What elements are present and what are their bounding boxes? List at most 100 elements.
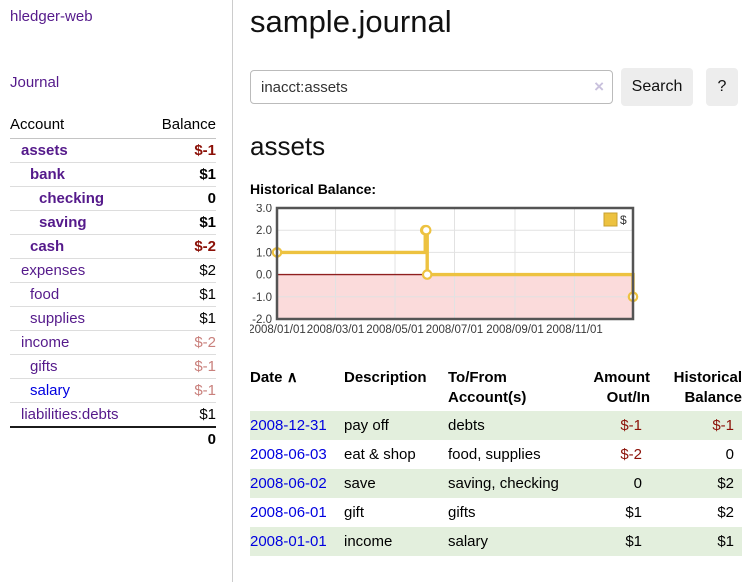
y-axis-tick-label: 1.0	[256, 247, 272, 259]
account-link[interactable]: food	[30, 286, 60, 303]
register-col-balance: Historical Balance	[673, 369, 742, 406]
app-brand-link[interactable]: hledger-web	[10, 8, 93, 25]
register-col-description: Description	[344, 369, 427, 386]
account-row: expenses $2	[10, 258, 216, 283]
account-heading: assets	[250, 131, 326, 161]
transaction-accounts: food, supplies	[448, 446, 541, 463]
y-axis-tick-label: 3.0	[256, 204, 272, 215]
help-button[interactable]: ?	[706, 68, 738, 106]
transaction-accounts: saving, checking	[448, 475, 559, 492]
transaction-date-link[interactable]: 2008-06-03	[250, 446, 327, 463]
account-link[interactable]: saving	[39, 214, 87, 231]
accounts-header-row: Account Balance	[10, 112, 216, 139]
account-link[interactable]: salary	[30, 382, 71, 399]
account-link[interactable]: cash	[30, 238, 65, 255]
account-link[interactable]: supplies	[30, 310, 86, 327]
register-col-amount: Amount Out/In	[593, 369, 650, 406]
account-row: checking 0	[10, 186, 216, 211]
transaction-date-link[interactable]: 2008-12-31	[250, 417, 327, 434]
account-link[interactable]: expenses	[21, 262, 86, 279]
account-row: assets $-1	[10, 138, 216, 163]
transaction-description: gift	[344, 504, 365, 521]
transaction-balance: 0	[725, 446, 734, 463]
register-col-accounts: To/From Account(s)	[448, 369, 527, 406]
accounts-col-account: Account	[10, 112, 148, 139]
x-axis-tick-label: 2008/05/01	[366, 324, 424, 336]
account-row: cash $-2	[10, 234, 216, 259]
accounts-body: assets $-1 bank $1 checking 0 saving $1 cash $-2 e…	[10, 138, 216, 451]
transaction-description: save	[344, 475, 376, 492]
search-button[interactable]: Search	[621, 68, 693, 106]
account-row: food $1	[10, 282, 216, 307]
transaction-amount: 0	[633, 475, 642, 492]
main-content: sample.journal × Search ? assets Histori…	[250, 0, 742, 556]
transaction-row: 2008-12-31 pay off debts $-1 $-1	[250, 411, 742, 440]
account-row: supplies $1	[10, 306, 216, 331]
transaction-balance: $2	[717, 475, 734, 492]
account-balance: $-2	[147, 234, 216, 259]
y-axis-tick-label: 0.0	[256, 270, 272, 282]
sort-ascending-icon: ∧	[286, 369, 298, 386]
x-axis-tick-label: 2008/07/01	[426, 324, 484, 336]
x-axis-tick-label: 2008/11/01	[546, 324, 603, 336]
transaction-row: 2008-01-01 income salary $1 $1	[250, 527, 742, 556]
transaction-row: 2008-06-01 gift gifts $1 $2	[250, 498, 742, 527]
register-body: 2008-12-31 pay off debts $-1 $-1 2008-06-03 ea…	[250, 411, 742, 556]
transaction-amount: $1	[625, 533, 642, 550]
transaction-balance: $1	[717, 533, 734, 550]
register-col-date[interactable]: Date ∧	[250, 369, 298, 386]
transaction-description: income	[344, 533, 393, 550]
transaction-accounts: gifts	[448, 504, 476, 521]
account-balance: $-1	[147, 138, 216, 163]
x-axis-tick-label: 2008/01/01	[250, 324, 306, 336]
legend-swatch-icon	[603, 212, 618, 227]
account-balance: $2	[147, 258, 216, 283]
accounts-total-value: 0	[147, 426, 216, 451]
transaction-balance: $-1	[712, 417, 734, 434]
page-title: sample.journal	[250, 4, 452, 39]
account-link[interactable]: income	[21, 334, 70, 351]
transaction-accounts: debts	[448, 417, 485, 434]
transaction-date-link[interactable]: 2008-06-01	[250, 504, 327, 521]
account-balance: $-2	[147, 330, 216, 355]
transaction-date-link[interactable]: 2008-01-01	[250, 533, 327, 550]
search-bar: × Search ?	[250, 68, 742, 106]
search-input[interactable]	[250, 70, 613, 104]
account-link[interactable]: checking	[39, 190, 105, 207]
x-axis-tick-label: 2008/03/01	[307, 324, 365, 336]
account-balance: $1	[147, 282, 216, 307]
account-balance: $1	[147, 210, 216, 235]
transaction-description: eat & shop	[344, 446, 416, 463]
legend-label: $	[620, 213, 627, 227]
register-table: Date ∧ Description To/From Account(s) Am…	[250, 365, 742, 556]
account-link[interactable]: liabilities:debts	[21, 406, 119, 423]
account-link[interactable]: assets	[21, 142, 68, 159]
account-link[interactable]: bank	[30, 166, 66, 183]
account-balance: $1	[147, 306, 216, 331]
clear-search-icon[interactable]: ×	[594, 77, 604, 96]
transaction-amount: $-1	[620, 417, 642, 434]
account-balance: $1	[147, 162, 216, 187]
transaction-date-link[interactable]: 2008-06-02	[250, 475, 327, 492]
transaction-amount: $-2	[620, 446, 642, 463]
account-link[interactable]: gifts	[30, 358, 58, 375]
chart-title: Historical Balance:	[250, 181, 377, 197]
accounts-total-row: 0	[10, 426, 216, 451]
sidebar-item-journal[interactable]: Journal	[10, 74, 60, 91]
y-axis-tick-label: -2.0	[252, 314, 272, 326]
x-axis-tick-label: 2008/09/01	[486, 324, 544, 336]
account-balance: $1	[147, 402, 216, 428]
register-header-row: Date ∧ Description To/From Account(s) Am…	[250, 365, 742, 411]
transaction-row: 2008-06-03 eat & shop food, supplies $-2 0	[250, 440, 742, 469]
account-row: bank $1	[10, 162, 216, 187]
account-balance: 0	[147, 186, 216, 211]
account-row: income $-2	[10, 330, 216, 355]
y-axis-tick-label: 2.0	[256, 225, 272, 237]
account-balance: $-1	[147, 378, 216, 403]
account-row: gifts $-1	[10, 354, 216, 379]
account-balance: $-1	[147, 354, 216, 379]
account-row: saving $1	[10, 210, 216, 235]
sidebar: hledger-web Journal Account Balance asse…	[0, 0, 233, 582]
transaction-balance: $2	[717, 504, 734, 521]
